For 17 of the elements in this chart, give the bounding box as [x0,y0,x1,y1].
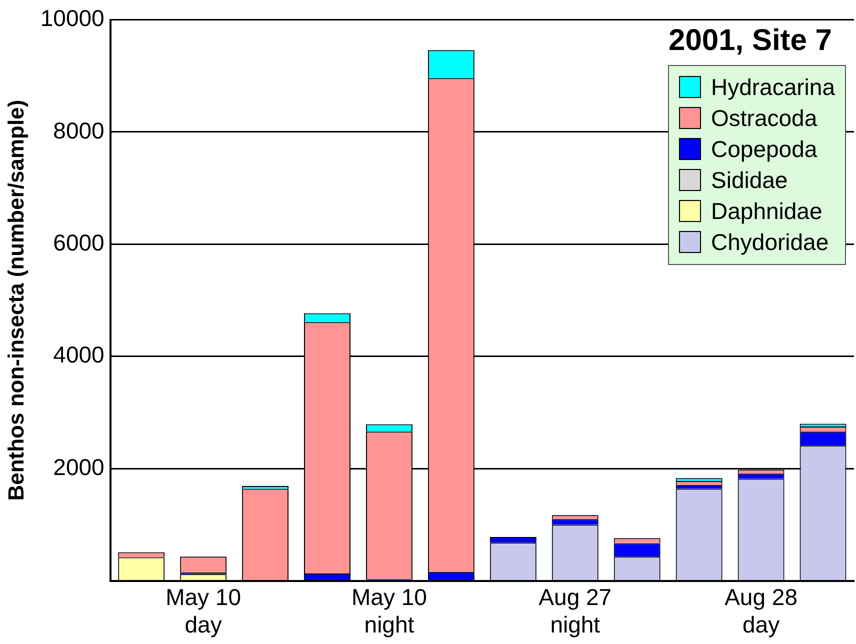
x-tick-label: Aug 27 night [538,584,612,638]
y-tick-label: 6000 [53,230,104,256]
legend-label: Copepoda [711,136,818,163]
y-tick-label: 8000 [53,117,104,144]
y-tick-label: 4000 [53,342,104,368]
y-tick-label: 10000 [40,5,104,32]
x-tick-label: May 10 day [166,584,242,638]
legend-label: Hydracarina [711,74,835,101]
legend-label: Sididae [711,166,788,194]
legend-label: Daphnidae [711,198,822,225]
y-tick-label: 2000 [53,454,104,480]
legend-label: Ostracoda [711,104,818,132]
x-tick-label: Aug 28 day [724,584,798,638]
legend-label: Chydoridae [711,228,829,256]
chart-title: 2001, Site 7 [668,24,832,58]
y-axis-title: Benthos non-insecta (number/sample) [3,100,28,501]
x-tick-label: May 10 night [352,584,427,638]
